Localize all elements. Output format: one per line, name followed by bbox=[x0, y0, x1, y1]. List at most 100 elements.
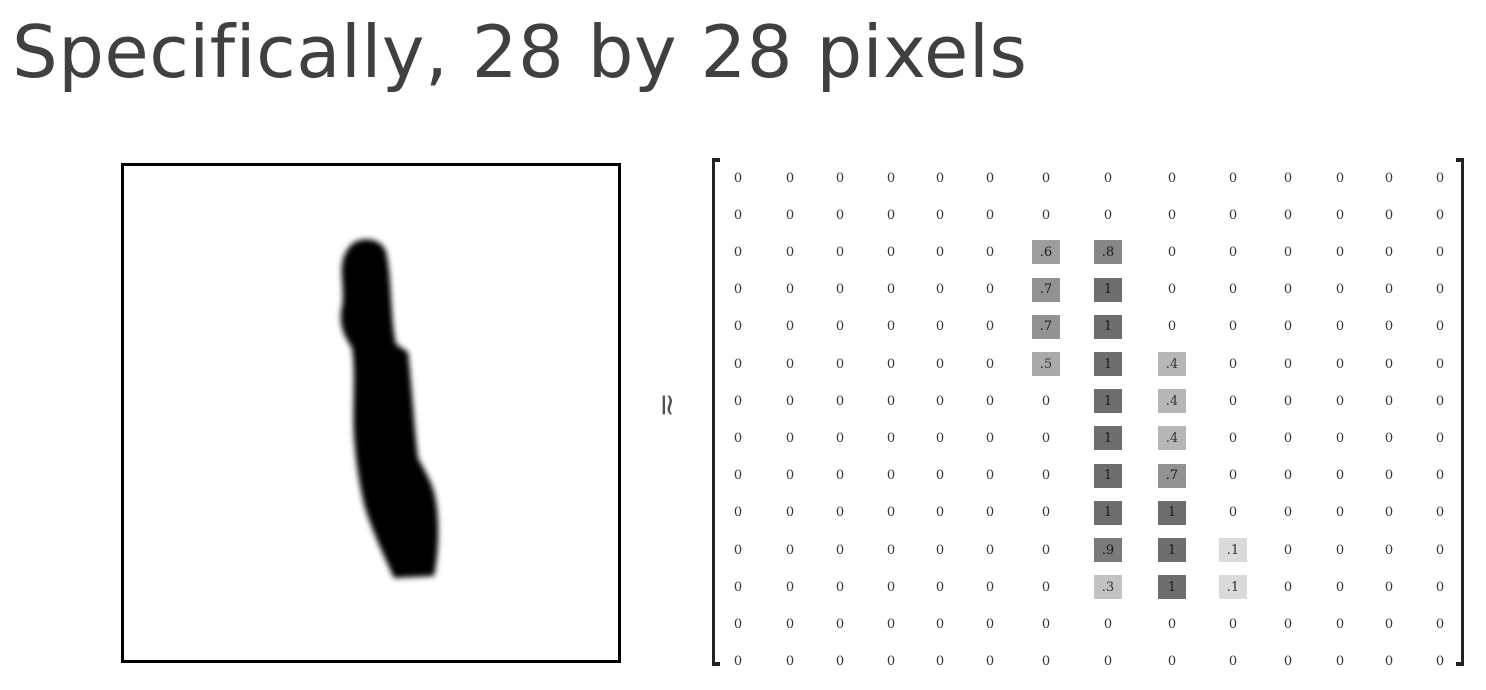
matrix-cell: 0 bbox=[985, 207, 995, 223]
matrix-right-bracket bbox=[1456, 158, 1464, 666]
matrix-cell: 0 bbox=[733, 207, 743, 223]
matrix-cell: 0 bbox=[1103, 654, 1113, 670]
matrix-cell: 0 bbox=[1384, 430, 1394, 446]
matrix-cell: .4 bbox=[1158, 426, 1186, 451]
matrix-cell: 0 bbox=[785, 505, 795, 521]
matrix-cell: 0 bbox=[1283, 319, 1293, 335]
matrix-cell: .3 bbox=[1094, 575, 1122, 600]
matrix-cell: 0 bbox=[733, 244, 743, 260]
matrix-cell: 0 bbox=[1384, 319, 1394, 335]
matrix-cell: 0 bbox=[1041, 654, 1051, 670]
matrix-cell: 0 bbox=[886, 319, 896, 335]
matrix-left-bracket bbox=[712, 158, 720, 666]
matrix-cell: 1 bbox=[1094, 426, 1122, 451]
matrix-cell: 0 bbox=[1041, 207, 1051, 223]
matrix-cell: 1 bbox=[1158, 575, 1186, 600]
matrix-cell: 0 bbox=[1228, 505, 1238, 521]
matrix-cell: 0 bbox=[1384, 393, 1394, 409]
matrix-cell: 0 bbox=[785, 579, 795, 595]
matrix-cell: 0 bbox=[1335, 244, 1345, 260]
matrix-cell: 0 bbox=[1283, 170, 1293, 186]
matrix-cell: 0 bbox=[1435, 356, 1445, 372]
matrix-cell: 0 bbox=[835, 468, 845, 484]
matrix-cell: 0 bbox=[1103, 616, 1113, 632]
matrix-cell: 0 bbox=[1384, 207, 1394, 223]
matrix-cell: 0 bbox=[1435, 319, 1445, 335]
matrix-cell: 0 bbox=[835, 430, 845, 446]
matrix-cell: 0 bbox=[733, 542, 743, 558]
matrix-cell: 0 bbox=[733, 356, 743, 372]
matrix-cell: 0 bbox=[1335, 430, 1345, 446]
matrix-cell: 1 bbox=[1094, 500, 1122, 525]
matrix-cell: 0 bbox=[835, 542, 845, 558]
matrix-cell: 0 bbox=[935, 170, 945, 186]
matrix-cell: 0 bbox=[1228, 244, 1238, 260]
matrix-cell: 1 bbox=[1094, 277, 1122, 302]
matrix-cell: 0 bbox=[1384, 616, 1394, 632]
matrix-cell: 1 bbox=[1094, 463, 1122, 488]
matrix-cell: 0 bbox=[733, 319, 743, 335]
matrix-cell: 0 bbox=[835, 207, 845, 223]
matrix-cell: 0 bbox=[985, 430, 995, 446]
matrix-cell: 0 bbox=[835, 282, 845, 298]
matrix-cell: 0 bbox=[1335, 542, 1345, 558]
matrix-cell: 0 bbox=[985, 244, 995, 260]
matrix-cell: 0 bbox=[985, 468, 995, 484]
matrix-cell: 0 bbox=[1435, 244, 1445, 260]
matrix-cell: 0 bbox=[886, 542, 896, 558]
matrix-cell: 0 bbox=[835, 319, 845, 335]
matrix-cell: .8 bbox=[1094, 240, 1122, 265]
matrix-cell: 0 bbox=[1103, 170, 1113, 186]
matrix-cell: .1 bbox=[1219, 575, 1247, 600]
matrix-cell: 0 bbox=[1335, 170, 1345, 186]
matrix-cell: 0 bbox=[1283, 207, 1293, 223]
matrix-cell: 0 bbox=[935, 505, 945, 521]
matrix-cell: 0 bbox=[835, 356, 845, 372]
matrix-cell: 0 bbox=[1283, 616, 1293, 632]
matrix-cell: 0 bbox=[1167, 170, 1177, 186]
matrix-cell: .6 bbox=[1032, 240, 1060, 265]
matrix-cell: 0 bbox=[1435, 654, 1445, 670]
matrix-cell: 0 bbox=[1041, 468, 1051, 484]
matrix-cell: 0 bbox=[1435, 393, 1445, 409]
matrix-cell: 0 bbox=[1167, 654, 1177, 670]
matrix-cell: 0 bbox=[1384, 356, 1394, 372]
matrix-cell: 0 bbox=[1384, 505, 1394, 521]
matrix-cell: 0 bbox=[886, 170, 896, 186]
matrix-cell: 0 bbox=[1335, 356, 1345, 372]
matrix-cell: 0 bbox=[733, 654, 743, 670]
matrix-cell: 0 bbox=[935, 393, 945, 409]
matrix-cell: 0 bbox=[1435, 430, 1445, 446]
matrix-cell: 0 bbox=[1435, 542, 1445, 558]
matrix-cell: 0 bbox=[1228, 430, 1238, 446]
matrix-cell: 0 bbox=[1228, 282, 1238, 298]
matrix-cell: 0 bbox=[1335, 319, 1345, 335]
matrix-cell: 0 bbox=[1283, 430, 1293, 446]
matrix-cell: 0 bbox=[1435, 282, 1445, 298]
matrix-cell: 0 bbox=[1041, 170, 1051, 186]
matrix-cell: 0 bbox=[886, 654, 896, 670]
matrix-cell: 0 bbox=[1335, 282, 1345, 298]
matrix-cell: 0 bbox=[886, 282, 896, 298]
matrix-cell: 0 bbox=[985, 654, 995, 670]
matrix-cell: 0 bbox=[985, 542, 995, 558]
matrix-cell: 0 bbox=[733, 579, 743, 595]
matrix-cell: 0 bbox=[785, 244, 795, 260]
matrix-cell: 0 bbox=[935, 654, 945, 670]
matrix-cell: 0 bbox=[733, 616, 743, 632]
matrix-cell: 0 bbox=[1041, 616, 1051, 632]
matrix-cell: 0 bbox=[935, 616, 945, 632]
matrix-cell: 0 bbox=[1435, 170, 1445, 186]
matrix-cell: 0 bbox=[1335, 207, 1345, 223]
matrix-cell: 0 bbox=[1167, 207, 1177, 223]
matrix-cell: 0 bbox=[935, 244, 945, 260]
matrix-cell: 0 bbox=[785, 356, 795, 372]
matrix-cell: 0 bbox=[1167, 244, 1177, 260]
matrix-cell: 0 bbox=[886, 393, 896, 409]
matrix-cell: 0 bbox=[1283, 542, 1293, 558]
matrix-cell: 0 bbox=[1384, 468, 1394, 484]
matrix-cell: 0 bbox=[835, 579, 845, 595]
matrix-cell: 0 bbox=[1228, 468, 1238, 484]
matrix-cell: 0 bbox=[1283, 468, 1293, 484]
matrix-cell: 0 bbox=[1228, 319, 1238, 335]
